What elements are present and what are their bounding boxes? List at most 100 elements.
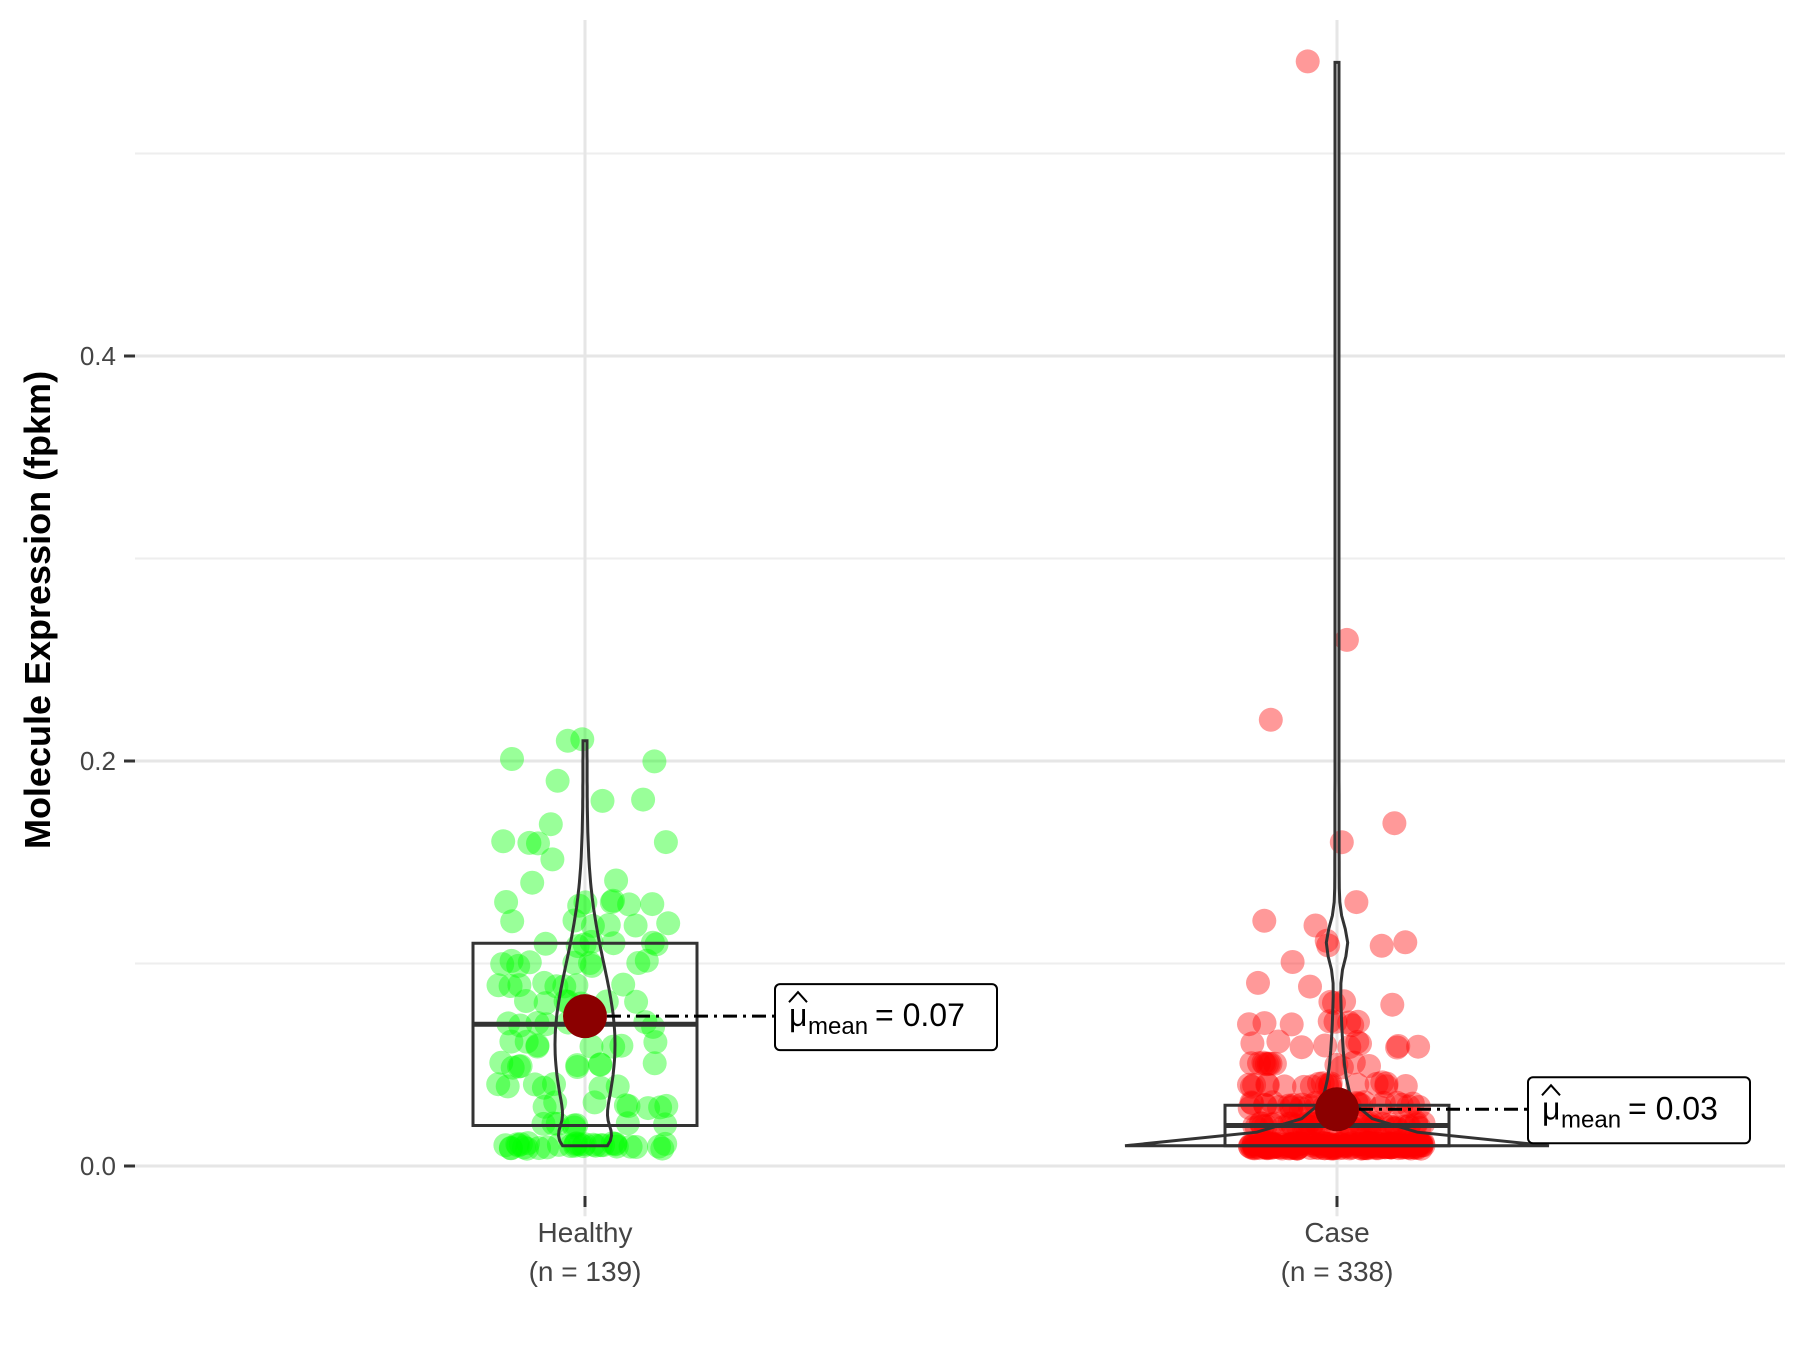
data-point bbox=[555, 728, 580, 753]
data-point bbox=[624, 989, 649, 1014]
data-point bbox=[1408, 1131, 1433, 1156]
data-point bbox=[1312, 1136, 1337, 1161]
data-point bbox=[1356, 1136, 1381, 1161]
data-point bbox=[1266, 1095, 1291, 1119]
x-category-label: Case bbox=[1304, 1217, 1369, 1248]
data-point bbox=[1381, 1132, 1406, 1157]
data-point bbox=[1247, 1136, 1272, 1161]
data-point bbox=[535, 1135, 560, 1160]
data-point bbox=[1328, 1132, 1353, 1157]
data-point bbox=[508, 1054, 533, 1079]
data-point bbox=[636, 1096, 661, 1121]
mean-subscript: mean bbox=[1561, 1106, 1621, 1133]
data-point bbox=[552, 974, 577, 999]
mean-label: μ mean = 0.07 bbox=[774, 983, 998, 1052]
data-point bbox=[1409, 1130, 1434, 1155]
data-point bbox=[1304, 1135, 1329, 1160]
x-category-label: Healthy bbox=[538, 1217, 633, 1248]
data-point bbox=[648, 1095, 673, 1120]
data-point bbox=[491, 829, 516, 854]
data-point bbox=[486, 1072, 511, 1097]
hat-icon bbox=[788, 990, 808, 1003]
data-point bbox=[1239, 1051, 1264, 1076]
data-point bbox=[656, 911, 681, 936]
data-point bbox=[1242, 1136, 1267, 1161]
mean-value: = 0.03 bbox=[1628, 1090, 1718, 1126]
data-point bbox=[579, 1034, 604, 1059]
mean-marker bbox=[1315, 1087, 1359, 1132]
violin bbox=[553, 739, 617, 1148]
data-point bbox=[1358, 1131, 1383, 1156]
data-point bbox=[1306, 1136, 1331, 1160]
data-point bbox=[1284, 1136, 1309, 1161]
data-point bbox=[1317, 1132, 1342, 1157]
data-point bbox=[653, 830, 678, 855]
data-point bbox=[1393, 1131, 1417, 1155]
data-point bbox=[1288, 1131, 1313, 1156]
axes: 0.0 0.2 0.4 Healthy (n = 139) Case (n = 338) bbox=[80, 341, 1394, 1287]
data-point bbox=[532, 970, 557, 995]
data-point bbox=[1329, 1055, 1354, 1080]
data-point bbox=[1255, 1130, 1280, 1155]
data-point bbox=[1379, 1135, 1404, 1160]
data-point bbox=[601, 1034, 626, 1059]
data-point bbox=[1356, 1131, 1381, 1156]
data-point bbox=[1409, 1136, 1433, 1161]
data-point bbox=[578, 951, 602, 975]
data-point bbox=[564, 1131, 589, 1156]
data-point bbox=[1285, 1136, 1310, 1161]
data-point bbox=[498, 974, 523, 998]
data-point bbox=[1258, 707, 1283, 732]
data-point bbox=[1310, 1130, 1335, 1155]
data-point bbox=[603, 1131, 628, 1156]
data-point bbox=[1368, 1095, 1393, 1120]
data-point bbox=[564, 973, 589, 998]
data-point bbox=[514, 1029, 539, 1054]
data-point bbox=[1257, 1131, 1282, 1156]
data-point bbox=[1393, 930, 1418, 955]
mean-subscript: mean bbox=[808, 1013, 868, 1040]
data-point bbox=[1299, 1074, 1324, 1099]
data-point bbox=[1384, 1116, 1409, 1141]
data-point bbox=[1282, 1135, 1307, 1160]
data-point bbox=[582, 1090, 607, 1115]
data-point bbox=[1279, 1095, 1304, 1120]
mean-label: μ mean = 0.03 bbox=[1527, 1076, 1751, 1145]
data-point bbox=[1344, 890, 1369, 915]
data-point bbox=[1386, 1034, 1411, 1058]
data-point bbox=[1298, 1130, 1323, 1155]
data-point bbox=[650, 1136, 675, 1161]
data-point bbox=[545, 768, 570, 793]
data-point bbox=[642, 1051, 667, 1076]
data-point bbox=[615, 1111, 640, 1136]
data-point bbox=[1292, 1074, 1316, 1099]
data-point bbox=[1312, 1136, 1337, 1161]
data-point bbox=[1254, 1135, 1279, 1160]
data-point bbox=[500, 1055, 525, 1080]
data-point bbox=[1266, 1131, 1291, 1156]
data-point bbox=[1366, 1136, 1391, 1161]
data-point bbox=[599, 890, 624, 915]
data-point bbox=[1298, 974, 1322, 999]
data-point bbox=[1266, 1029, 1291, 1054]
data-point bbox=[1341, 1130, 1365, 1155]
data-point bbox=[617, 892, 642, 917]
data-point bbox=[1346, 1131, 1370, 1156]
data-point bbox=[1252, 908, 1277, 933]
data-point bbox=[1404, 1136, 1429, 1160]
data-point bbox=[1349, 1136, 1374, 1161]
data-point bbox=[1295, 49, 1320, 74]
data-point bbox=[1237, 1096, 1262, 1121]
data-point bbox=[520, 870, 545, 895]
data-point bbox=[495, 1074, 520, 1099]
data-point bbox=[1366, 1131, 1390, 1156]
data-point bbox=[505, 1132, 530, 1157]
data-point bbox=[1285, 1136, 1310, 1161]
data-point bbox=[1364, 1071, 1389, 1096]
data-point bbox=[624, 1135, 649, 1159]
y-tick-label: 0.0 bbox=[80, 1151, 116, 1181]
data-point bbox=[600, 1131, 625, 1156]
data-point bbox=[531, 1111, 556, 1136]
data-point bbox=[588, 1052, 613, 1077]
data-point bbox=[1239, 1090, 1264, 1115]
